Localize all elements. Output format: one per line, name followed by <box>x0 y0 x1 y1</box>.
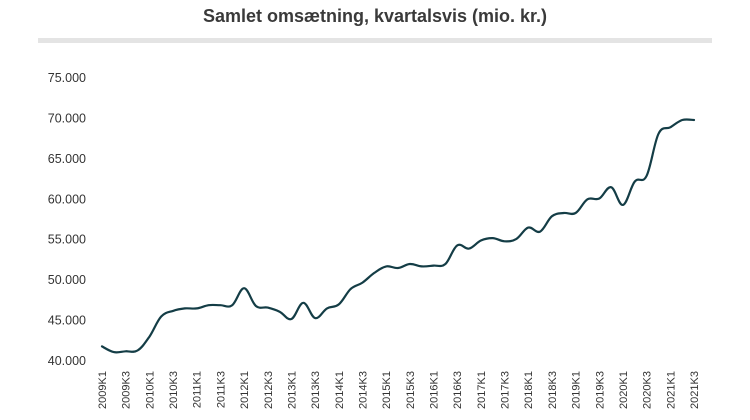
y-tick-label: 45.000 <box>48 314 86 328</box>
series-line <box>100 118 696 354</box>
x-tick-label: 2011K3 <box>215 371 227 408</box>
y-tick-label: 40.000 <box>48 354 86 368</box>
x-tick-label: 2017K3 <box>500 371 512 409</box>
y-axis: 40.000 45.000 50.000 55.000 60.000 65.000 70.0… <box>48 71 86 368</box>
y-tick-label: 70.000 <box>48 111 86 125</box>
x-tick-label: 2013K1 <box>286 371 298 409</box>
x-tick-label: 2017K1 <box>476 371 488 409</box>
y-tick-label: 75.000 <box>48 71 86 85</box>
x-tick-label: 2016K1 <box>429 371 441 409</box>
x-tick-label: 2021K1 <box>665 371 677 409</box>
x-tick-label: 2015K3 <box>405 371 417 409</box>
x-axis: 2009K1 2009K3 2010K1 2010K3 2011K1 2011K3 2012… <box>97 371 701 409</box>
x-tick-label: 2019K1 <box>571 371 583 409</box>
x-tick-label: 2011K1 <box>192 371 204 408</box>
x-tick-label: 2015K1 <box>381 371 393 409</box>
x-tick-label: 2021K3 <box>689 371 701 409</box>
x-tick-label: 2009K1 <box>97 371 109 409</box>
x-tick-label: 2010K3 <box>168 371 180 409</box>
y-tick-label: 60.000 <box>48 192 86 206</box>
x-tick-label: 2010K1 <box>144 371 156 409</box>
x-tick-label: 2014K3 <box>357 371 369 409</box>
x-tick-label: 2019K3 <box>594 371 606 409</box>
x-tick-label: 2018K3 <box>547 371 559 409</box>
y-tick-label: 65.000 <box>48 152 86 166</box>
x-tick-label: 2009K3 <box>121 371 133 409</box>
y-tick-label: 50.000 <box>48 273 86 287</box>
chart-title: Samlet omsætning, kvartalsvis (mio. kr.) <box>202 6 548 26</box>
x-tick-label: 2013K3 <box>310 371 322 409</box>
x-tick-label: 2012K3 <box>263 371 275 409</box>
y-tick-label: 55.000 <box>48 233 86 247</box>
x-tick-label: 2014K1 <box>334 371 346 409</box>
x-tick-label: 2016K3 <box>452 371 464 409</box>
x-tick-label: 2020K3 <box>642 371 654 409</box>
x-tick-label: 2020K1 <box>618 371 630 409</box>
title-divider <box>38 38 712 43</box>
x-tick-label: 2018K1 <box>523 371 535 409</box>
x-tick-label: 2012K1 <box>239 371 251 409</box>
plot-area <box>100 118 696 354</box>
